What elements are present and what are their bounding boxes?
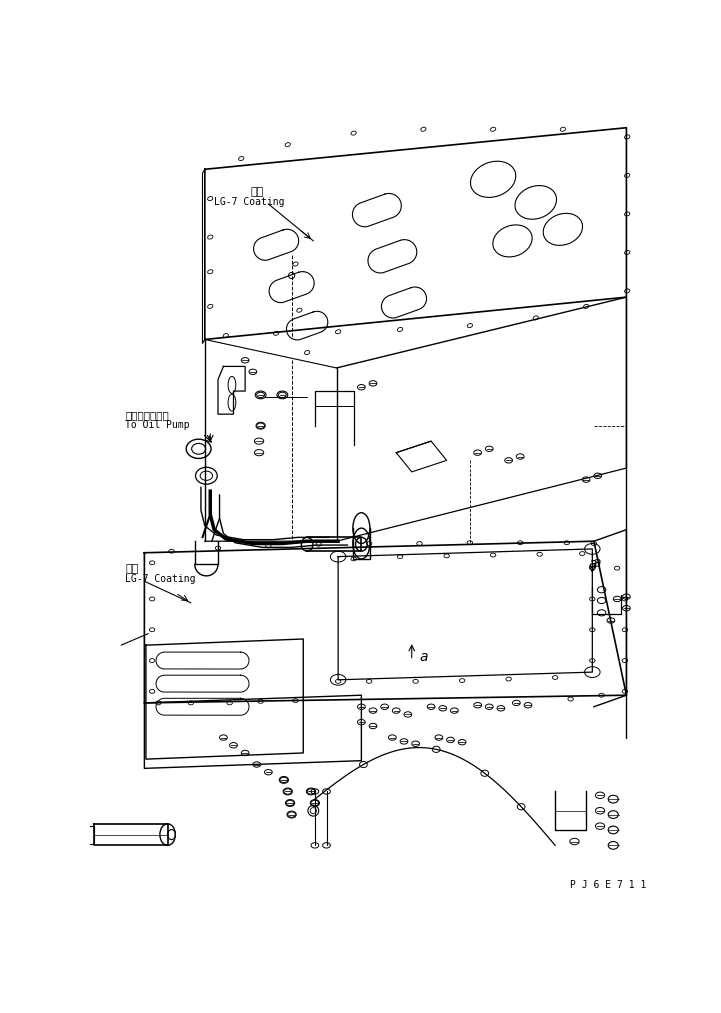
- Text: 塗布: 塗布: [250, 186, 263, 197]
- Text: P J 6 E 7 1 1: P J 6 E 7 1 1: [570, 879, 646, 889]
- Text: 塗布: 塗布: [125, 564, 138, 574]
- Text: a: a: [593, 555, 601, 569]
- Text: LG-7 Coating: LG-7 Coating: [213, 197, 284, 207]
- Text: a: a: [588, 557, 596, 571]
- Text: To Oil Pump: To Oil Pump: [125, 420, 190, 431]
- Text: オイルポンプへ: オイルポンプへ: [125, 410, 169, 420]
- Text: a: a: [419, 649, 428, 664]
- Text: LG-7 Coating: LG-7 Coating: [125, 574, 195, 585]
